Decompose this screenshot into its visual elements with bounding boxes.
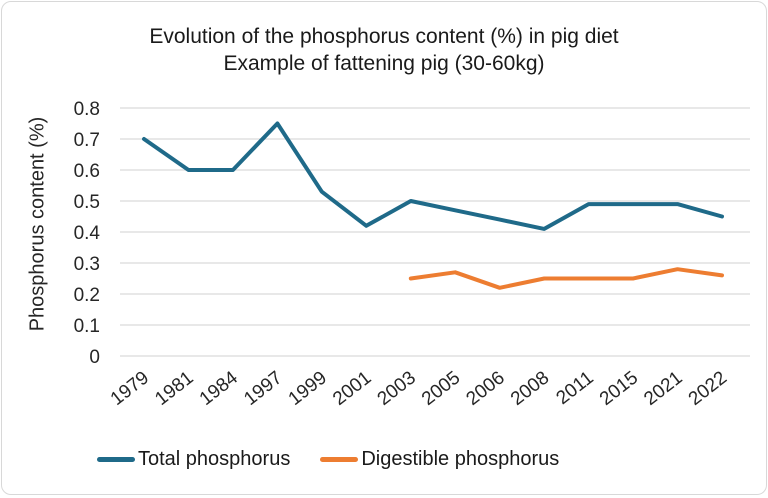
x-tick-label: 1984	[196, 367, 243, 410]
x-tick-label: 2015	[596, 367, 642, 410]
legend-swatch-total-phosphorus	[97, 457, 135, 462]
legend-label-total-phosphorus: Total phosphorus	[138, 448, 290, 471]
x-tick-label: 1997	[240, 367, 286, 410]
y-tick-label: 0.8	[74, 99, 100, 120]
x-tick-label: 2022	[685, 367, 731, 410]
x-tick-label: 1981	[151, 367, 197, 410]
x-tick-label: 2021	[640, 367, 686, 410]
y-axis-title: Phosphorus content (%)	[27, 117, 50, 332]
x-tick-label: 1979	[107, 367, 153, 410]
chart-title-block: Evolution of the phosphorus content (%) …	[2, 23, 766, 77]
y-tick-label: 0.6	[74, 161, 100, 182]
y-tick-label: 0.3	[74, 254, 100, 275]
y-tick-label: 0.4	[74, 223, 101, 244]
legend-label-digestible-phosphorus: Digestible phosphorus	[361, 448, 559, 471]
y-tick-label: 0.7	[74, 130, 100, 151]
x-tick-label: 2001	[329, 367, 375, 410]
chart-subtitle: Example of fattening pig (30-60kg)	[2, 50, 766, 77]
y-tick-label: 0	[89, 347, 100, 368]
y-tick-label: 0.2	[74, 285, 100, 306]
x-tick-label: 2006	[463, 367, 509, 410]
legend-item-digestible-phosphorus: Digestible phosphorus	[320, 448, 559, 471]
legend-swatch-digestible-phosphorus	[320, 457, 358, 462]
x-tick-label: 2008	[507, 367, 553, 410]
y-tick-label: 0.5	[74, 192, 100, 213]
x-tick-label: 2005	[418, 367, 464, 410]
legend: Total phosphorus Digestible phosphorus	[97, 448, 559, 471]
chart-title: Evolution of the phosphorus content (%) …	[2, 23, 766, 50]
series-line-total-phosphorus	[144, 124, 722, 229]
legend-item-total-phosphorus: Total phosphorus	[97, 448, 290, 471]
x-tick-label: 1999	[285, 367, 331, 410]
x-tick-label: 2003	[374, 367, 420, 410]
x-tick-label: 2011	[553, 367, 598, 409]
y-tick-label: 0.1	[74, 316, 100, 337]
series-line-digestible-phosphorus	[411, 269, 722, 288]
